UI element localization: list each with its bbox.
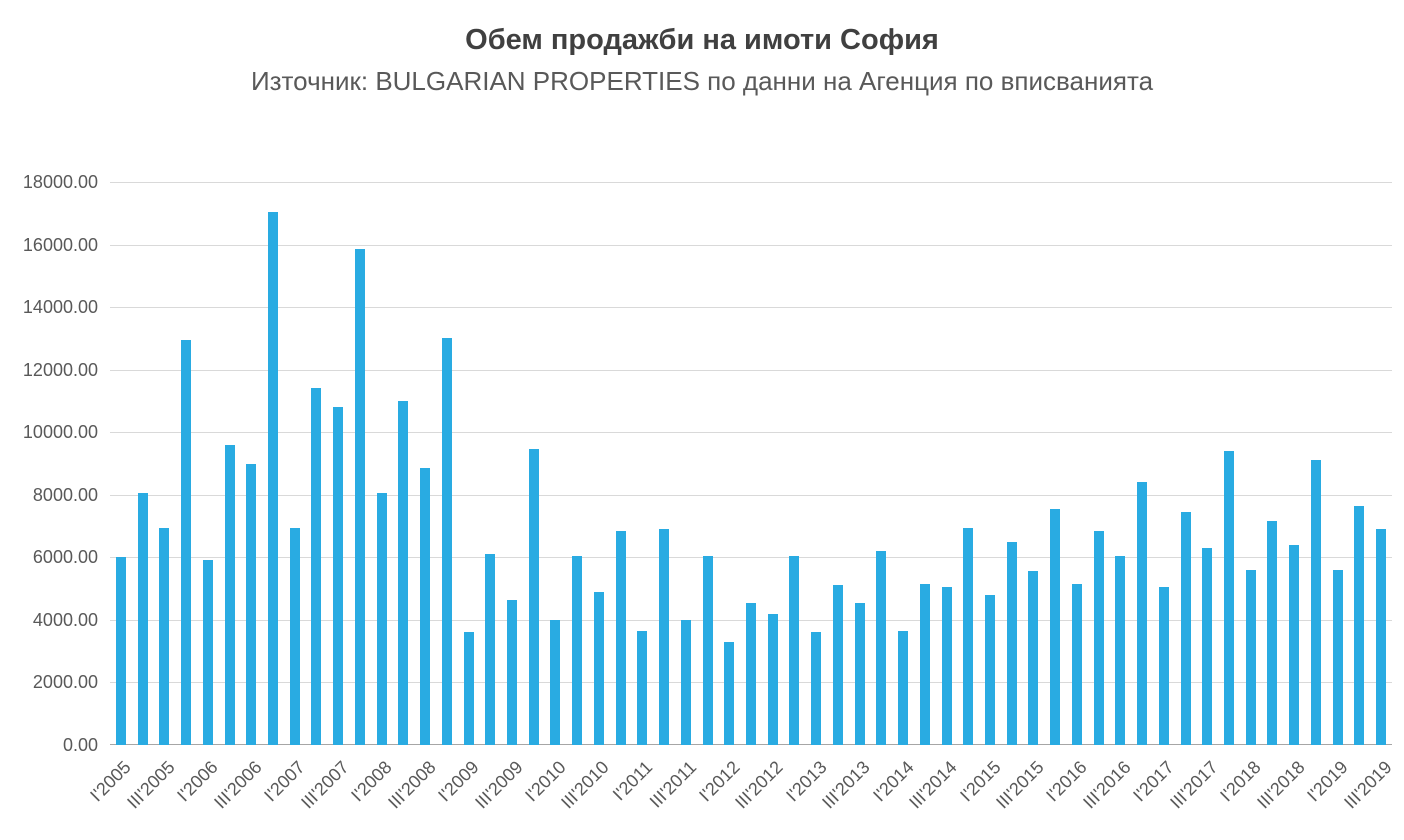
bar-IV'2005 (181, 339, 192, 745)
y-axis: 0.00 2000.00 4000.00 6000.00 8000.00 10000.00… (0, 173, 98, 754)
bar-IV'2014 (963, 527, 974, 745)
bar-IV'2015 (1050, 508, 1061, 745)
x-tick-label: III'2012 (731, 757, 787, 813)
bar-IV'2010 (615, 530, 626, 745)
bar-IV'2007 (354, 249, 365, 745)
bar-I'2016 (1071, 583, 1082, 745)
bar-I'2019 (1332, 569, 1343, 745)
y-tick-label: 16000.00 (22, 234, 98, 255)
bar-II'2013 (832, 585, 843, 745)
bar-III'2010 (593, 591, 604, 745)
gridline (110, 369, 1392, 371)
bar-III'2009 (506, 599, 517, 745)
bar-II'2018 (1267, 521, 1278, 745)
bar-III'2014 (941, 587, 952, 745)
x-tick-label: III'2016 (1079, 757, 1135, 813)
x-tick-label: III'2009 (470, 757, 527, 813)
bar-III'2012 (767, 613, 778, 745)
bar-III'2005 (159, 527, 170, 745)
bar-II'2019 (1354, 505, 1365, 745)
bar-IV'2016 (1137, 482, 1148, 745)
x-axis: I'2005 III'2005 I'2006 III'2006 I'2007 III'20… (87, 745, 1396, 840)
bar-I'2007 (289, 527, 300, 745)
x-tick-label: III'2017 (1165, 757, 1222, 813)
bar-III'2007 (333, 407, 344, 745)
bar-II'2007 (311, 388, 322, 745)
bar-III'2006 (246, 463, 257, 745)
bar-IV'2008 (441, 338, 452, 745)
bar-III'2008 (420, 468, 431, 745)
x-tick-label: III'2011 (645, 757, 700, 812)
bar-I'2017 (1158, 587, 1169, 745)
y-tick-label: 18000.00 (22, 172, 98, 192)
y-tick-label: 4000.00 (32, 609, 98, 630)
chart-subtitle: Източник: BULGARIAN PROPERTIES по данни … (250, 66, 1154, 96)
y-tick-label: 8000.00 (32, 484, 98, 505)
bar-III'2011 (680, 619, 691, 745)
gridline (110, 557, 1392, 559)
x-tick-label: III'2005 (122, 757, 179, 813)
bar-II'2011 (659, 529, 670, 745)
bar-I'2014 (898, 630, 909, 745)
bar-IV'2006 (267, 211, 278, 745)
x-tick-label: III'2018 (1252, 757, 1309, 813)
x-tick-label: III'2019 (1339, 757, 1396, 813)
bar-III'2016 (1115, 555, 1126, 745)
bar-IV'2017 (1224, 451, 1235, 745)
chart-title: Обем продажби на имоти София (465, 24, 939, 56)
bar-I'2013 (811, 632, 822, 745)
bar-I'2015 (985, 594, 996, 745)
bar-I'2010 (550, 619, 561, 745)
y-tick-label: 10000.00 (22, 422, 98, 443)
gridline (110, 244, 1392, 246)
bar-III'2019 (1376, 529, 1387, 745)
y-tick-label: 0.00 (62, 735, 98, 755)
x-tick-label: III'2014 (905, 757, 961, 813)
x-tick-label: III'2015 (992, 757, 1048, 813)
bar-IV'2011 (702, 555, 713, 745)
y-tick-label: 2000.00 (32, 672, 98, 693)
bar-II'2010 (572, 555, 583, 745)
bar-III'2017 (1202, 547, 1213, 745)
gridline (110, 182, 1392, 183)
bar-I'2011 (637, 630, 648, 745)
bar-IV'2018 (1310, 460, 1321, 745)
bar-III'2015 (1028, 571, 1039, 745)
x-tick-label: III'2008 (383, 757, 440, 813)
gridline (110, 494, 1392, 496)
bar-IV'2013 (876, 551, 887, 745)
bar-II'2015 (1006, 541, 1017, 745)
x-tick-label: III'2006 (209, 757, 266, 813)
bar-II'2006 (224, 444, 235, 745)
bar-I'2018 (1245, 569, 1256, 745)
bar-I'2005 (115, 557, 126, 745)
y-tick-label: 12000.00 (22, 359, 98, 380)
x-tick-label: III'2007 (296, 757, 353, 813)
x-tick-label: III'2013 (818, 757, 874, 813)
bar-I'2012 (724, 641, 735, 745)
bar-II'2012 (746, 602, 756, 745)
bar-II'2014 (919, 583, 930, 745)
bar-II'2008 (398, 400, 409, 745)
bar-II'2005 (137, 493, 148, 745)
x-tick-label: III'2010 (557, 757, 614, 813)
bar-II'2016 (1093, 530, 1104, 745)
bar-II'2017 (1180, 511, 1191, 745)
bar-II'2009 (485, 554, 496, 745)
plot-area (110, 182, 1392, 745)
bar-I'2009 (463, 632, 474, 745)
gridline (110, 307, 1392, 309)
bar-IV'2012 (789, 555, 800, 745)
bar-III'2018 (1289, 544, 1300, 745)
bar-IV'2009 (528, 449, 539, 745)
bar-I'2008 (376, 493, 387, 745)
bar-I'2006 (202, 560, 213, 745)
y-tick-label: 14000.00 (22, 297, 98, 318)
bar-III'2013 (854, 602, 865, 745)
y-tick-label: 6000.00 (32, 547, 98, 568)
gridline (110, 432, 1392, 434)
